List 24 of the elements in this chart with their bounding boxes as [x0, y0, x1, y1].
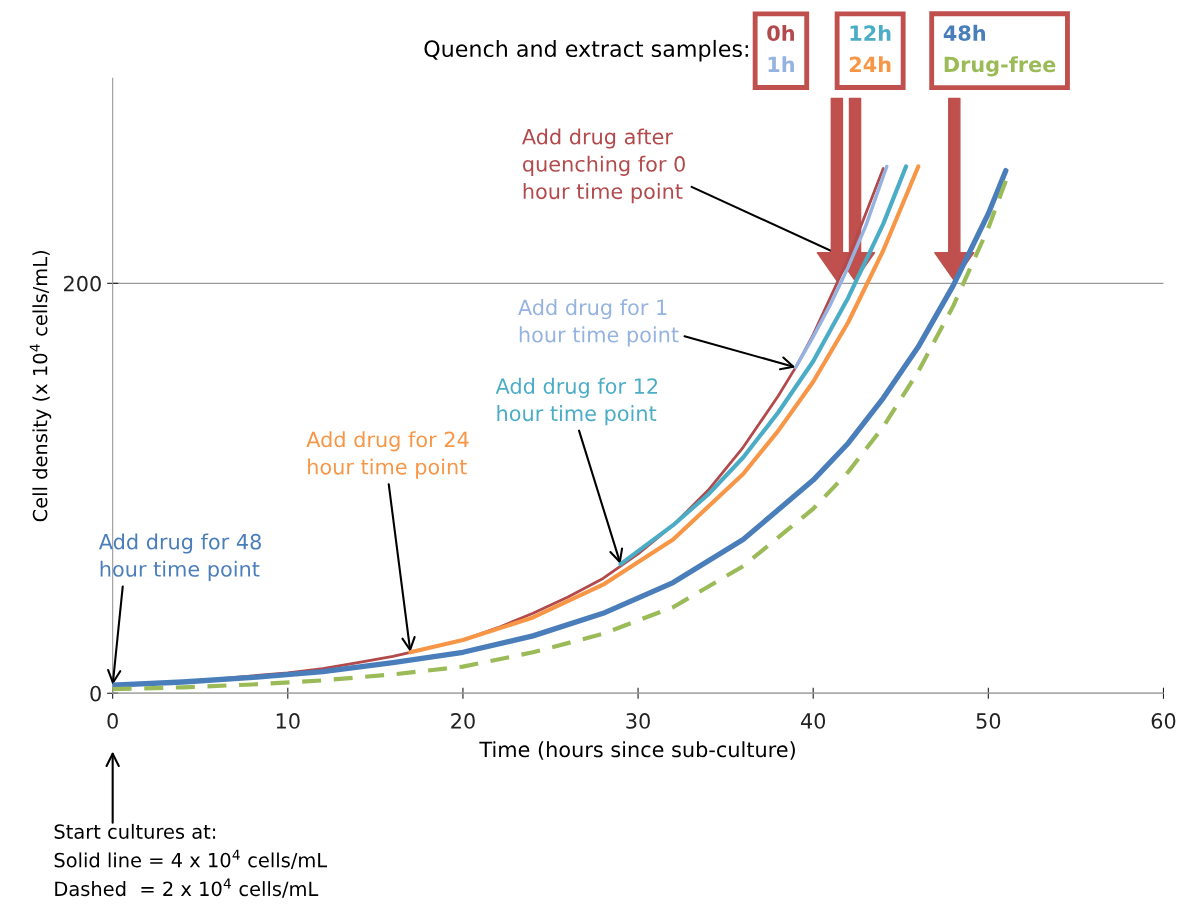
- text: 12h: [850, 24, 891, 41]
- text: 24h: [849, 56, 891, 73]
- y-axis-title: Cell density (x 10$^{4}$ cells/mL): [29, 251, 52, 522]
- annotation: Add drug for 24 hour time point: [306, 431, 469, 479]
- text: 1h: [768, 56, 794, 73]
- x-axis-title: Time (hours since sub-culture): [479, 741, 795, 760]
- annotation: Add drug for 1 hour time point: [518, 299, 679, 347]
- text: Drug-free: [944, 56, 1056, 77]
- annotation: Add drug after quenching for 0 hour time point: [522, 128, 685, 204]
- annotation: Add drug for 48 hour time point: [98, 533, 261, 581]
- x-tick-label: 0: [107, 713, 118, 729]
- x-tick-label: 50: [976, 713, 1001, 729]
- y-tick-label: 200: [64, 275, 101, 292]
- x-tick-label: 30: [626, 713, 650, 729]
- x-tick-label: 60: [1151, 713, 1176, 729]
- x-tick-label: 10: [276, 713, 300, 729]
- annotation: Add drug for 12 hour time point: [495, 377, 658, 426]
- legend-title: Quench and extract samples:: [424, 39, 748, 62]
- x-tick-label: 40: [800, 713, 826, 729]
- line-series: [793, 164, 889, 370]
- text: 48h: [943, 24, 985, 41]
- x-tick-label: 20: [451, 713, 475, 729]
- text: 0h: [767, 24, 794, 42]
- text: Start cultures at: Solid line = 4 x 10$^{4}$ cells/mL Dashed = 2 x 10$^{4}$ cells/mL: [54, 823, 328, 898]
